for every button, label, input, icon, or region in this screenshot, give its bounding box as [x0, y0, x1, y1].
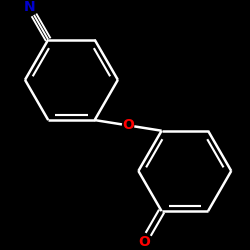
Text: O: O [138, 235, 150, 249]
Text: N: N [24, 0, 35, 14]
Text: O: O [122, 118, 134, 132]
